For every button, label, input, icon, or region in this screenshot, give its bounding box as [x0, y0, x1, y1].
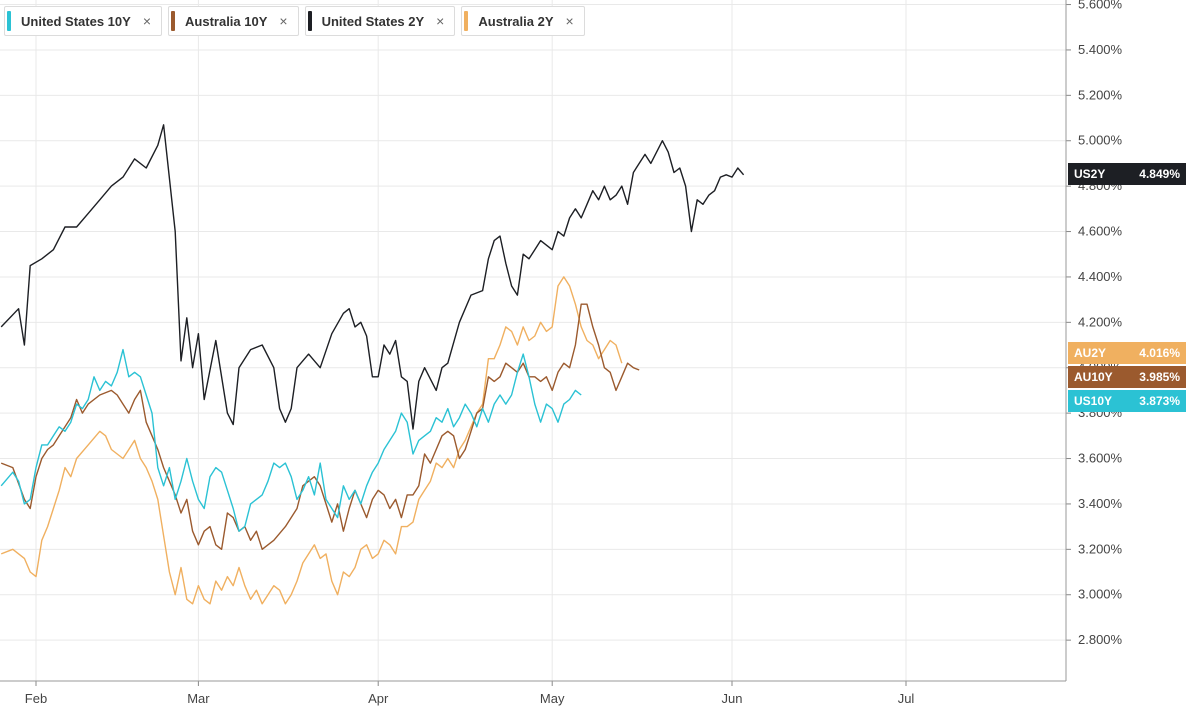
- last-value-badges: US2Y 4.849% AU2Y 4.016% AU10Y 3.985% US10Y 3.87…: [1068, 163, 1186, 412]
- badge-value: 3.985%: [1139, 370, 1180, 384]
- y-tick-label: 2.800%: [1078, 632, 1123, 647]
- close-icon[interactable]: ×: [142, 13, 152, 29]
- badge-symbol: US2Y: [1074, 167, 1105, 181]
- y-tick-label: 4.200%: [1078, 314, 1123, 329]
- badge-value: 3.873%: [1139, 394, 1180, 408]
- badge-background: [1068, 342, 1186, 364]
- legend-swatch-au2y: [464, 11, 469, 31]
- legend-chip-us10y[interactable]: United States 10Y ×: [4, 6, 163, 36]
- series-lines: [0, 124, 745, 605]
- badge-background: [1068, 366, 1186, 388]
- legend-label-us2y: United States 2Y: [321, 13, 425, 29]
- y-tick-label: 5.000%: [1078, 133, 1123, 148]
- badge-us2y: US2Y 4.849%: [1068, 163, 1186, 185]
- close-icon[interactable]: ×: [565, 13, 574, 29]
- badge-background: [1068, 390, 1186, 412]
- legend-swatch-us2y: [307, 11, 312, 31]
- close-icon[interactable]: ×: [436, 13, 445, 29]
- series-line-au2y: [0, 276, 623, 605]
- y-tick-label: 4.400%: [1078, 269, 1123, 284]
- series-line-us10y: [0, 348, 582, 532]
- legend-chip-us2y[interactable]: United States 2Y ×: [304, 6, 456, 36]
- badge-symbol: AU10Y: [1074, 370, 1113, 384]
- legend-chip-au2y[interactable]: Australia 2Y ×: [461, 6, 585, 36]
- x-tick-label: Feb: [25, 691, 47, 706]
- series-line-au10y: [0, 303, 640, 550]
- legend-swatch-us10y: [7, 11, 11, 31]
- badge-au2y: AU2Y 4.016%: [1068, 342, 1186, 364]
- legend-label-us10y: United States 10Y: [21, 13, 131, 29]
- x-tick-label: Jul: [898, 691, 915, 706]
- y-tick-label: 3.400%: [1078, 496, 1123, 511]
- x-tick-label: May: [540, 691, 565, 706]
- y-tick-label: 5.600%: [1078, 0, 1123, 12]
- y-tick-label: 5.400%: [1078, 42, 1123, 57]
- y-tick-label: 5.200%: [1078, 87, 1123, 102]
- legend-swatch-au10y: [171, 11, 176, 31]
- series-line-us2y: [0, 124, 745, 430]
- close-icon[interactable]: ×: [279, 13, 288, 29]
- legend-label-au2y: Australia 2Y: [478, 13, 554, 29]
- badge-value: 4.849%: [1139, 167, 1180, 181]
- badge-background: [1068, 163, 1186, 185]
- legend-label-au10y: Australia 10Y: [185, 13, 268, 29]
- axes: 2.800%3.000%3.200%3.400%3.600%3.800%4.00…: [0, 0, 1123, 706]
- y-tick-label: 4.600%: [1078, 224, 1123, 239]
- badge-au10y: AU10Y 3.985%: [1068, 366, 1186, 388]
- legend-chip-au10y[interactable]: Australia 10Y ×: [168, 6, 299, 36]
- x-tick-label: Apr: [368, 691, 389, 706]
- badge-value: 4.016%: [1139, 346, 1180, 360]
- y-tick-label: 3.600%: [1078, 451, 1123, 466]
- gridlines: [0, 0, 1066, 681]
- x-tick-label: Jun: [722, 691, 743, 706]
- badge-us10y: US10Y 3.873%: [1068, 390, 1186, 412]
- series-legend: United States 10Y × Australia 10Y × Unit…: [4, 6, 585, 36]
- x-tick-label: Mar: [187, 691, 210, 706]
- badge-symbol: US10Y: [1074, 394, 1112, 408]
- y-tick-label: 3.200%: [1078, 541, 1123, 556]
- badge-symbol: AU2Y: [1074, 346, 1106, 360]
- y-tick-label: 3.000%: [1078, 587, 1123, 602]
